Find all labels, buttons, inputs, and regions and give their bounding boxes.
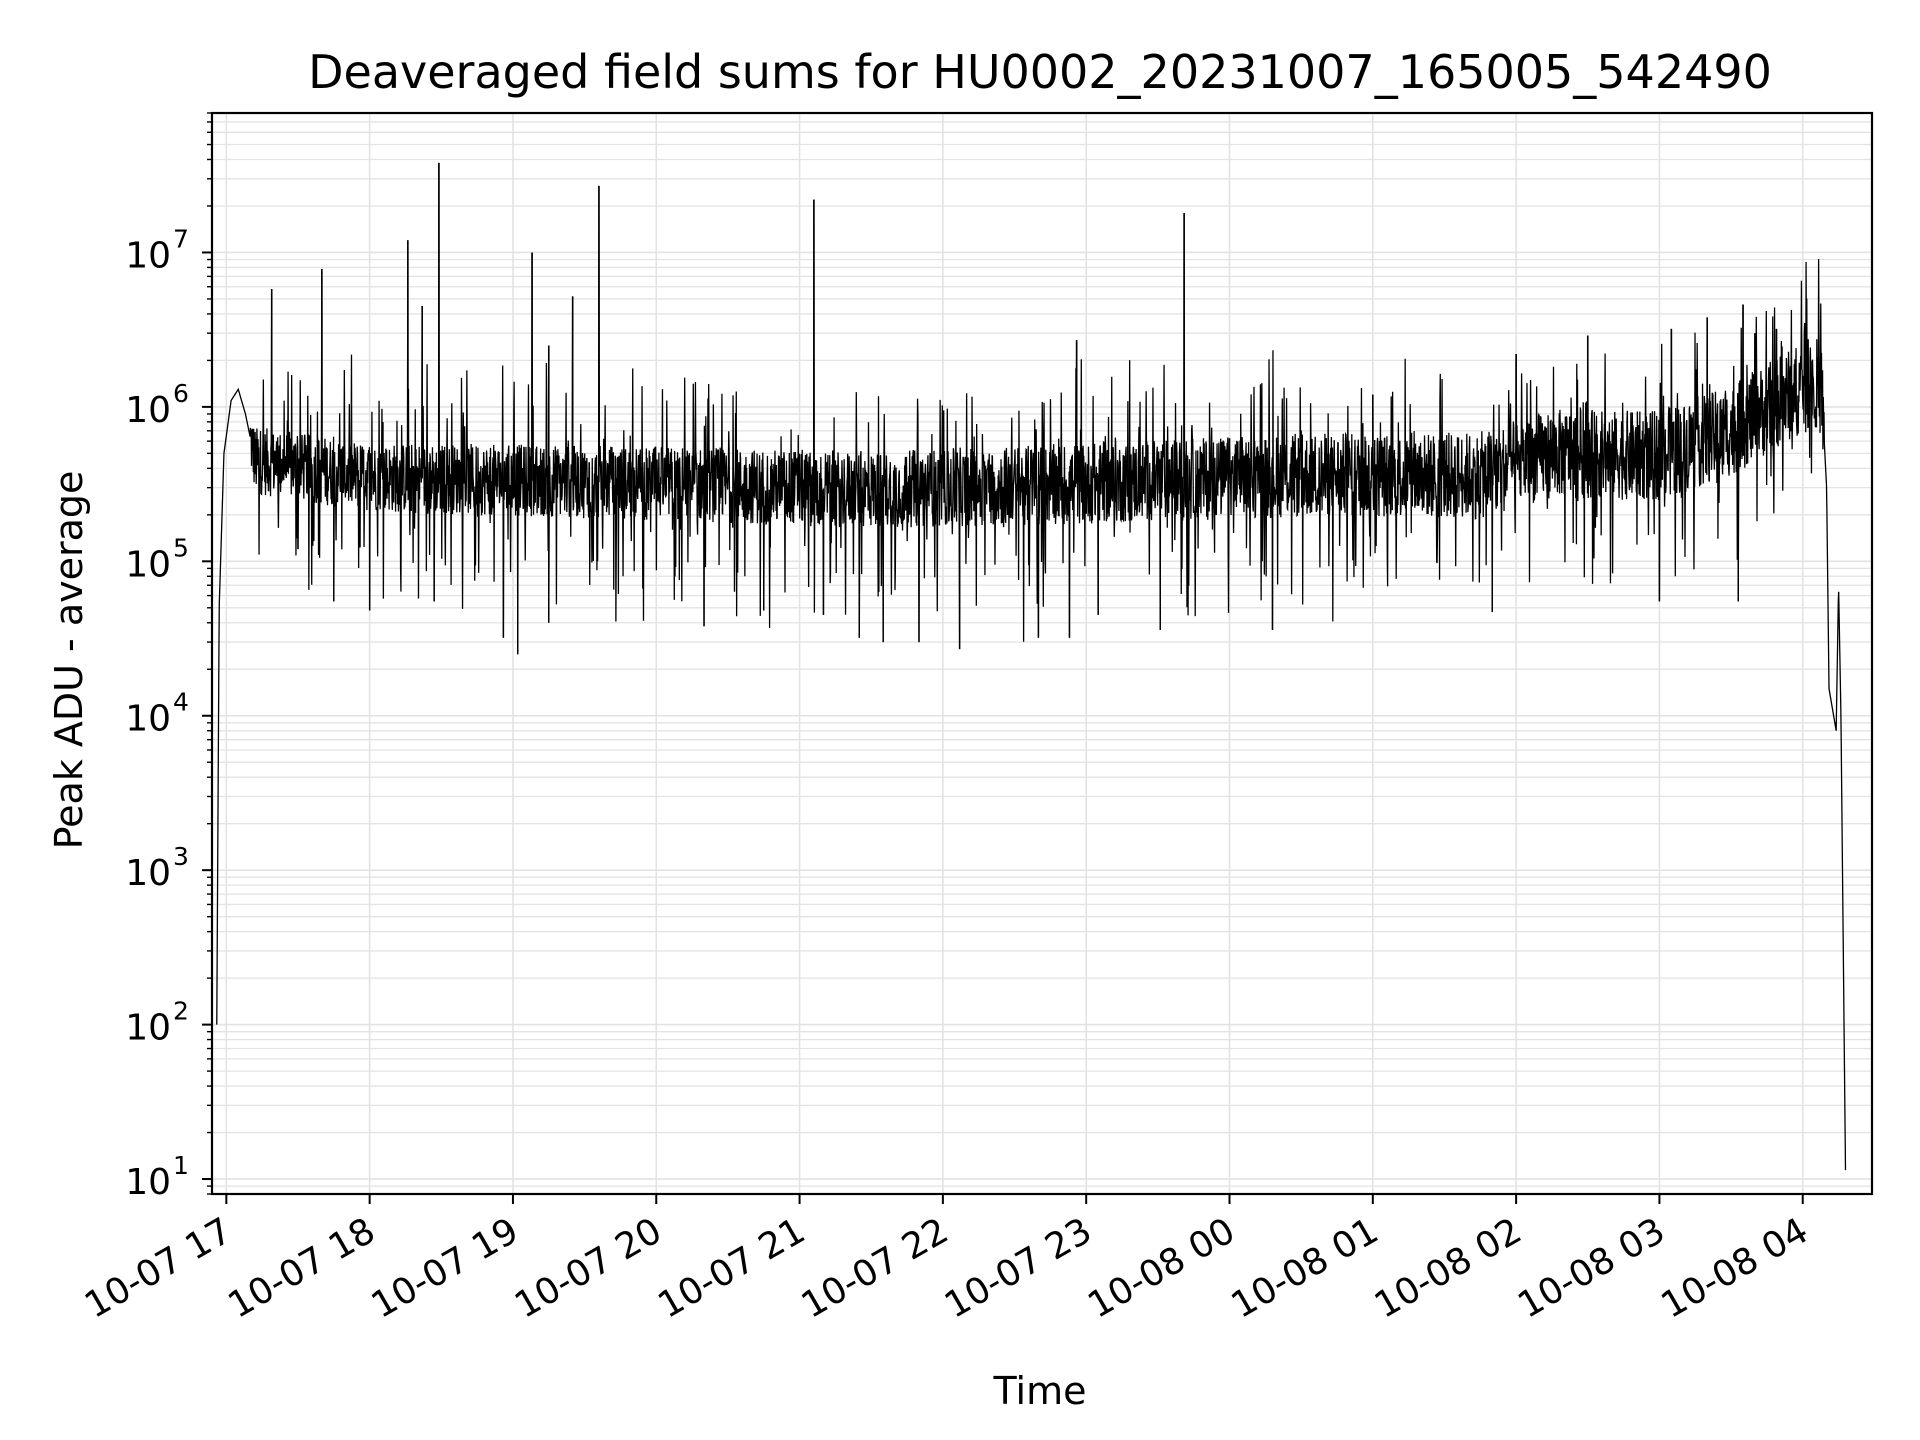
x-tick-label: 10-08 03 xyxy=(1511,1210,1672,1326)
y-tick-exponent: 3 xyxy=(173,842,189,871)
y-tick-exponent: 4 xyxy=(173,688,189,717)
y-tick-base: 10 xyxy=(125,235,171,276)
x-tick-label: 10-08 02 xyxy=(1368,1210,1529,1326)
y-tick-label: 10 5 xyxy=(125,533,189,585)
x-tick-label: 10-07 19 xyxy=(365,1210,526,1326)
y-tick-exponent: 6 xyxy=(173,379,189,408)
axis-ticks xyxy=(202,112,1804,1204)
y-tick-base: 10 xyxy=(125,1008,171,1049)
series-line-group xyxy=(216,162,1847,1171)
x-tick-label: 10-07 21 xyxy=(651,1210,812,1326)
x-tick-label: 10-08 04 xyxy=(1655,1210,1816,1326)
y-tick-base: 10 xyxy=(125,699,171,740)
y-tick-label: 10 2 xyxy=(125,997,189,1049)
y-tick-base: 10 xyxy=(125,853,171,894)
y-tick-label: 10 1 xyxy=(125,1151,189,1203)
chart-title: Deaveraged field sums for HU0002_2023100… xyxy=(308,45,1772,99)
y-tick-label: 10 6 xyxy=(125,379,189,431)
y-tick-exponent: 1 xyxy=(173,1151,189,1180)
x-tick-label: 10-07 20 xyxy=(508,1210,669,1326)
y-tick-exponent: 5 xyxy=(173,533,189,562)
y-axis-label: Peak ADU - average xyxy=(47,471,91,850)
x-tick-label: 10-07 23 xyxy=(938,1210,1099,1326)
y-tick-label: 10 3 xyxy=(125,842,189,894)
x-tick-label: 10-08 01 xyxy=(1225,1210,1386,1326)
y-tick-base: 10 xyxy=(125,390,171,431)
x-tick-label: 10-08 00 xyxy=(1081,1210,1242,1326)
x-tick-label: 10-07 22 xyxy=(795,1210,956,1326)
x-axis-label: Time xyxy=(993,1369,1087,1413)
y-tick-base: 10 xyxy=(125,1162,171,1203)
plot-frame xyxy=(210,111,1874,1196)
y-tick-label: 10 7 xyxy=(125,224,189,276)
x-tick-label: 10-07 18 xyxy=(221,1210,382,1326)
y-tick-exponent: 2 xyxy=(173,997,189,1026)
y-tick-label: 10 4 xyxy=(125,688,189,740)
series-line xyxy=(216,162,1847,1171)
y-tick-exponent: 7 xyxy=(173,224,189,253)
x-tick-label: 10-07 17 xyxy=(78,1210,239,1326)
y-tick-base: 10 xyxy=(125,544,171,585)
grid xyxy=(212,112,1872,1195)
